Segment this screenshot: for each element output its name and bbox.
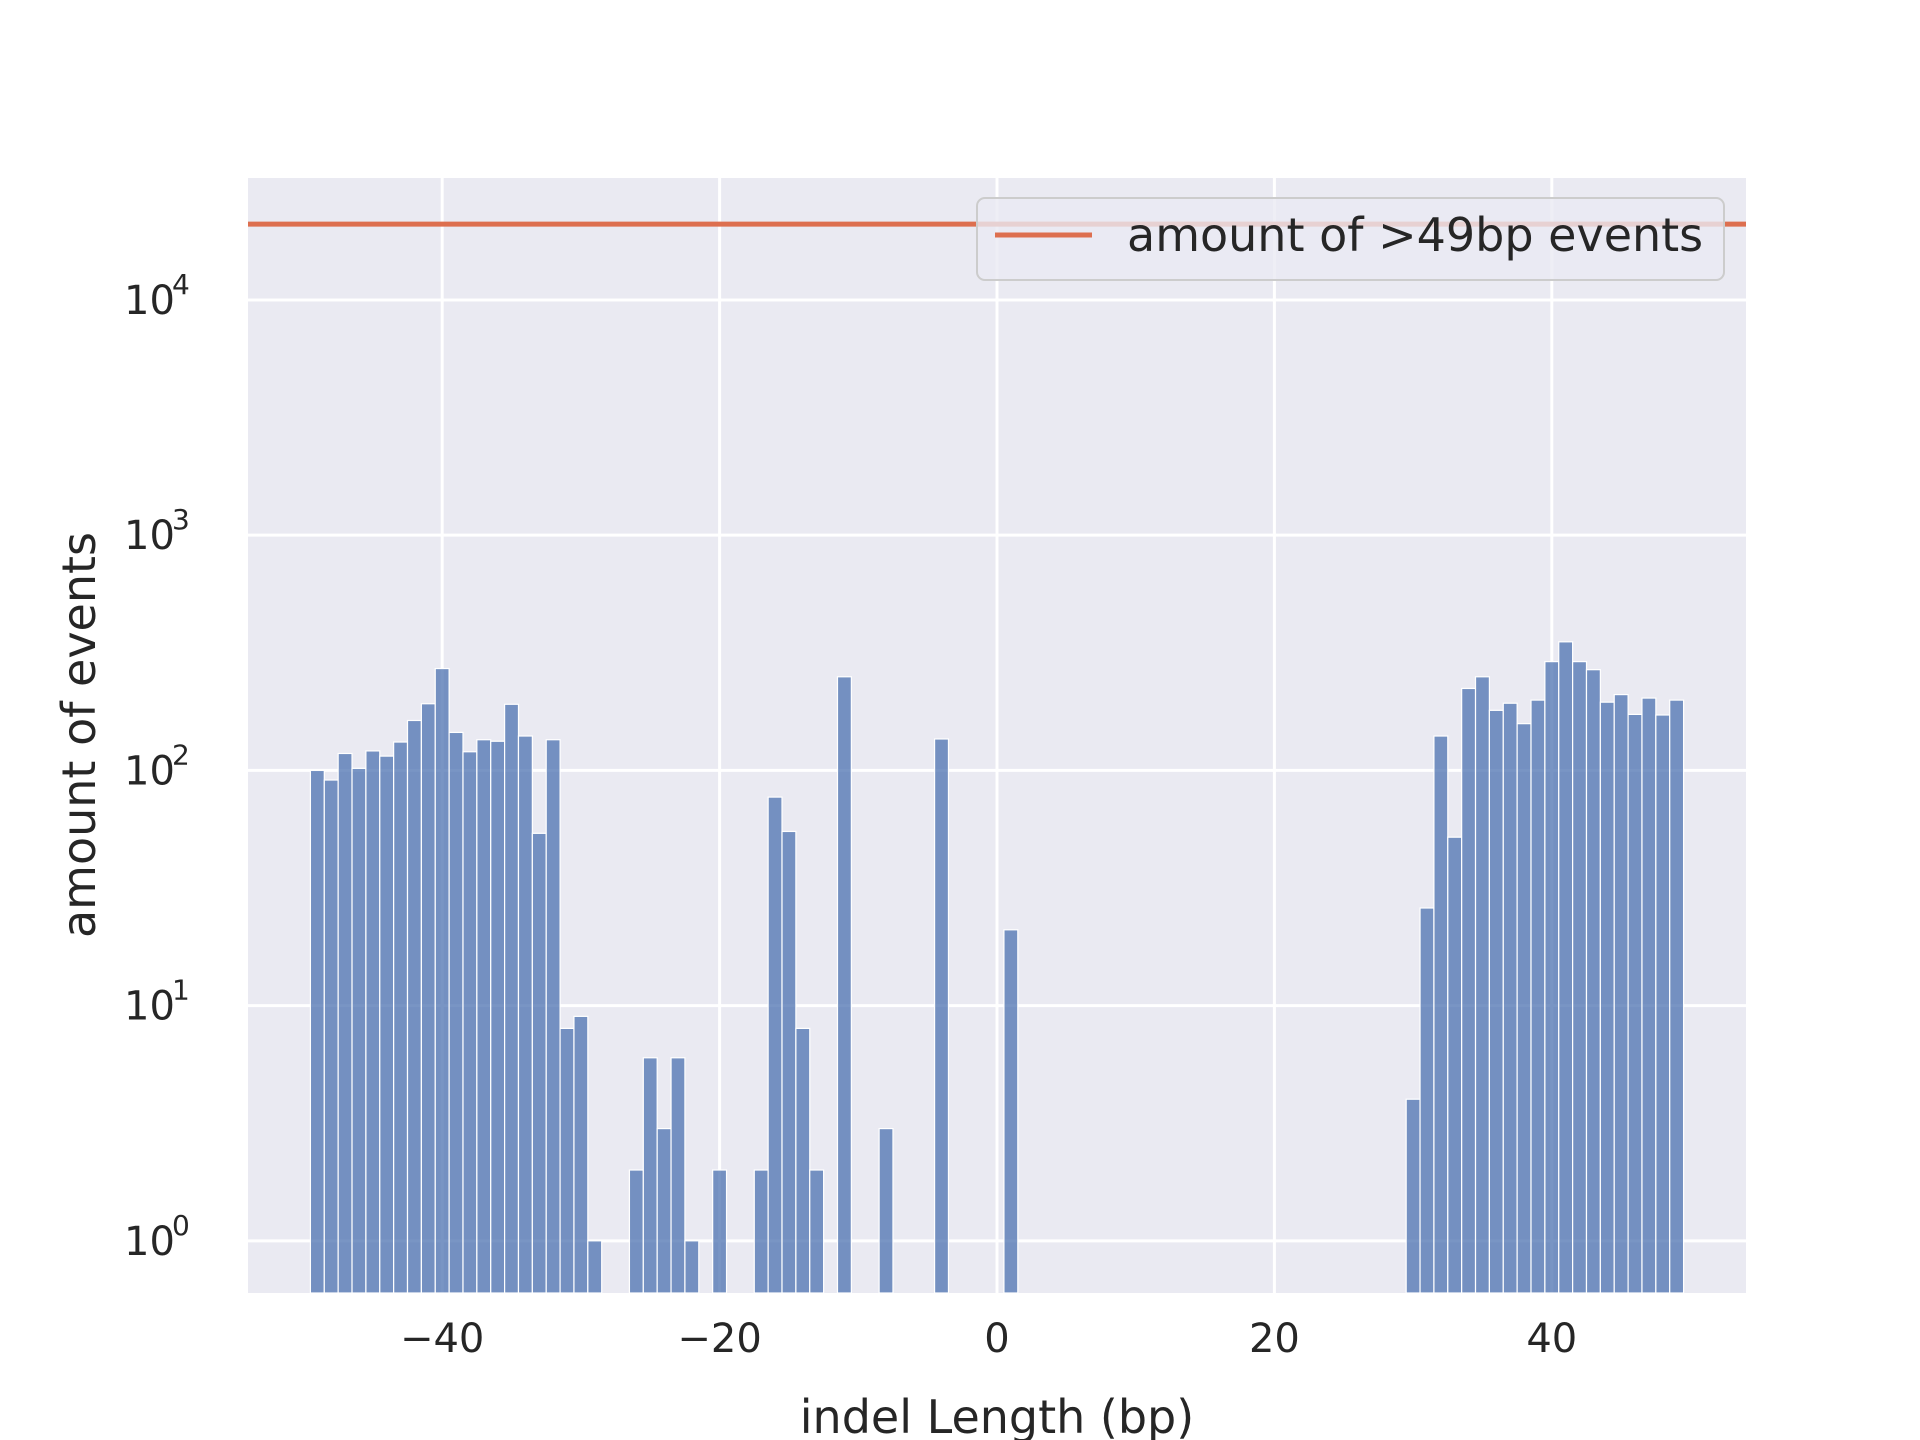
bar--29 [587,1240,603,1294]
y-tick-exponent-2: 2 [172,738,190,771]
bar--45 [365,750,381,1294]
y-tick-exponent-3: 3 [172,503,190,536]
x-tick-label-2: 0 [984,1316,1009,1362]
x-tick-labels: −40 −20 0 20 40 [400,1316,1577,1362]
bar--11 [836,676,852,1294]
x-axis-label: indel Length (bp) [800,1390,1194,1440]
y-tick-exponent-0: 0 [172,1209,190,1242]
bar--40 [434,667,450,1294]
bar--48 [323,779,339,1294]
legend-label: amount of >49bp events [1127,208,1703,262]
bar--32 [545,739,561,1294]
bar-40 [1544,661,1560,1294]
bar-47 [1641,697,1657,1294]
x-tick-label-3: 20 [1249,1316,1300,1362]
bar--4 [933,738,950,1294]
bar-30 [1405,1098,1421,1294]
bar--49 [309,769,325,1294]
bar--24 [656,1127,672,1294]
histogram-bars [309,641,1685,1294]
bar-49 [1669,699,1685,1294]
bar-42 [1572,661,1588,1294]
legend: amount of >49bp events [976,197,1725,281]
bar--16 [767,796,783,1294]
bar--36 [490,740,506,1294]
bar--42 [406,719,422,1294]
bar-37 [1502,702,1518,1294]
y-tick-label-3: 10 [124,513,175,559]
x-tick-label-1: −20 [677,1316,761,1362]
bar--14 [795,1027,811,1294]
y-tick-label-4: 10 [124,278,175,324]
bar--20 [712,1169,728,1294]
bar-44 [1599,701,1615,1294]
bar-1 [1003,929,1019,1294]
x-tick-label-4: 40 [1526,1316,1577,1362]
bar--34 [517,735,533,1294]
bar--15 [781,830,797,1294]
bar-39 [1530,699,1546,1294]
bar-41 [1558,641,1574,1294]
bar-33 [1447,836,1463,1294]
bar-35 [1474,676,1490,1294]
bar--17 [753,1169,769,1294]
bar--37 [476,739,492,1294]
bar-48 [1655,714,1671,1294]
y-tick-exponent-4: 4 [172,268,190,301]
bar-34 [1461,687,1477,1294]
bar--23 [670,1057,686,1294]
bar--30 [573,1015,589,1294]
y-tick-label-0: 10 [124,1219,175,1265]
bar--38 [462,751,478,1294]
bar--35 [504,703,520,1294]
bar-31 [1419,907,1435,1294]
bar--25 [642,1057,658,1294]
bar--31 [559,1027,575,1294]
bar-46 [1627,713,1643,1294]
bar-45 [1613,693,1629,1294]
y-tick-exponent-1: 1 [172,974,190,1007]
x-tick-label-0: −40 [400,1316,484,1362]
bar-43 [1585,669,1601,1294]
bar--8 [878,1127,894,1294]
bar-38 [1516,723,1532,1294]
bar-36 [1488,709,1504,1294]
y-tick-label-2: 10 [124,748,175,794]
bar--43 [393,741,409,1294]
y-tick-label-1: 10 [124,984,175,1030]
bar--39 [448,731,464,1294]
bar--22 [684,1240,700,1294]
bar-32 [1433,735,1449,1294]
bar--41 [420,703,436,1294]
bar--47 [337,752,353,1294]
bar--46 [351,767,367,1294]
bar--33 [531,832,547,1294]
y-axis-label: amount of events [52,532,106,938]
bar--26 [628,1169,644,1294]
bar--44 [379,755,395,1294]
legend-frame [976,197,1725,281]
bar--13 [809,1169,825,1294]
